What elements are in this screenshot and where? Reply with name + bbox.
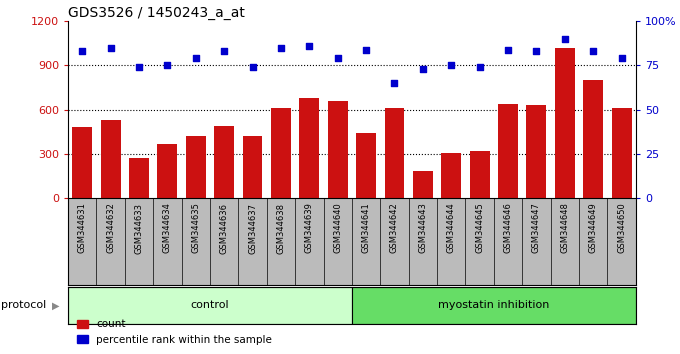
Point	[162, 63, 173, 68]
Text: protocol: protocol	[1, 300, 47, 310]
Text: GSM344650: GSM344650	[617, 202, 626, 253]
Point	[446, 63, 457, 68]
Text: ▶: ▶	[52, 300, 59, 310]
Text: GSM344643: GSM344643	[418, 202, 427, 253]
Bar	[352, 287, 636, 324]
Text: GSM344639: GSM344639	[305, 202, 313, 253]
Point	[474, 64, 485, 70]
Bar	[555, 48, 575, 198]
Bar	[129, 159, 149, 198]
Bar	[612, 108, 632, 198]
Point	[247, 64, 258, 70]
Point	[219, 48, 230, 54]
Bar	[385, 108, 405, 198]
Point	[133, 64, 144, 70]
Point	[616, 56, 627, 61]
Text: GDS3526 / 1450243_a_at: GDS3526 / 1450243_a_at	[68, 6, 245, 20]
Text: GSM344645: GSM344645	[475, 202, 484, 253]
Bar	[441, 153, 461, 198]
Bar	[470, 151, 490, 198]
Text: GSM344633: GSM344633	[135, 202, 143, 253]
Legend: count, percentile rank within the sample: count, percentile rank within the sample	[73, 315, 276, 349]
Bar	[271, 108, 291, 198]
Point	[333, 56, 343, 61]
Bar	[299, 98, 319, 198]
Text: GSM344636: GSM344636	[220, 202, 228, 253]
Text: GSM344646: GSM344646	[504, 202, 513, 253]
Point	[389, 80, 400, 86]
Text: GSM344648: GSM344648	[560, 202, 569, 253]
Text: myostatin inhibition: myostatin inhibition	[438, 300, 549, 310]
Bar	[583, 80, 603, 198]
Point	[275, 45, 286, 51]
Bar	[214, 126, 234, 198]
Bar	[101, 120, 120, 198]
Text: GSM344644: GSM344644	[447, 202, 456, 253]
Bar	[72, 127, 92, 198]
Text: GSM344642: GSM344642	[390, 202, 399, 253]
Text: GSM344632: GSM344632	[106, 202, 115, 253]
Text: GSM344649: GSM344649	[589, 202, 598, 253]
Bar	[68, 287, 352, 324]
Point	[560, 36, 571, 42]
Text: GSM344647: GSM344647	[532, 202, 541, 253]
Bar	[526, 104, 546, 198]
Bar	[328, 101, 347, 198]
Text: GSM344631: GSM344631	[78, 202, 86, 253]
Point	[105, 45, 116, 51]
Point	[190, 56, 201, 61]
Bar	[498, 104, 518, 198]
Point	[418, 66, 428, 72]
Bar	[158, 144, 177, 198]
Point	[588, 48, 598, 54]
Point	[360, 47, 371, 52]
Point	[77, 48, 88, 54]
Bar	[243, 136, 262, 198]
Bar	[186, 136, 205, 198]
Bar	[356, 133, 376, 198]
Text: GSM344640: GSM344640	[333, 202, 342, 253]
Point	[531, 48, 542, 54]
Text: GSM344634: GSM344634	[163, 202, 172, 253]
Text: control: control	[190, 300, 229, 310]
Text: GSM344637: GSM344637	[248, 202, 257, 253]
Text: GSM344641: GSM344641	[362, 202, 371, 253]
Point	[304, 43, 315, 49]
Point	[503, 47, 513, 52]
Bar	[413, 171, 432, 198]
Text: GSM344638: GSM344638	[277, 202, 286, 253]
Text: GSM344635: GSM344635	[191, 202, 200, 253]
